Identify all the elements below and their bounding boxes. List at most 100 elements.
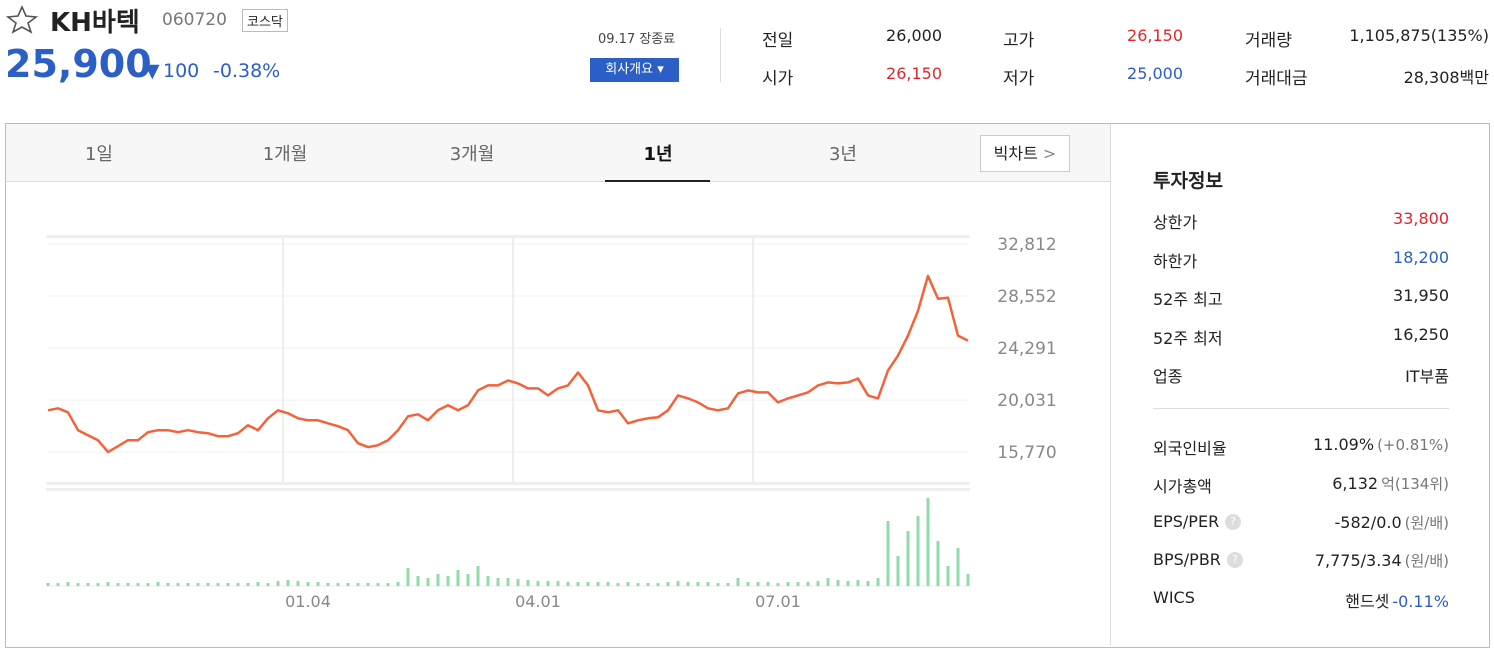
quote-value: 26,150 [1127,26,1183,45]
invest-label: 하한가 [1153,251,1198,271]
y-tick-label: 15,770 [997,443,1056,463]
volume-bar [386,583,390,586]
stock-code: 060720 [162,10,227,30]
help-icon[interactable]: ? [1225,514,1242,531]
volume-bar [116,583,120,586]
invest-extra: 억(134위) [1381,475,1449,494]
invest-value: -582/0.0 [1334,512,1402,532]
quote-label: 거래대금 [1245,69,1308,89]
volume-bar [306,582,310,586]
volume-bar [456,570,460,586]
volume-bar [746,582,750,586]
invest-value: 11.09% [1313,435,1375,454]
volume-bar [356,583,360,586]
volume-bar [486,576,490,586]
chart-panel [5,123,1490,648]
invest-value: 6,132 [1332,474,1379,494]
volume-bar [226,583,230,586]
volume-bar [366,583,370,586]
volume-bar [576,582,580,586]
help-icon[interactable]: ? [1226,552,1243,569]
quote-value: 26,000 [886,26,942,45]
stock-name: KH바텍 [50,8,140,38]
quote-value: 26,150 [886,64,942,83]
tab-bar [6,124,1110,182]
volume-bar [286,580,290,586]
volume-bar [416,576,420,586]
price: 25,900 [5,42,152,86]
invest-label: 52주 최저 [1153,328,1223,348]
company-button[interactable]: 회사개요 ▾ [590,58,679,82]
volume-bar [326,583,330,586]
volume-bar [256,582,260,586]
invest-label: 52주 최고 [1153,290,1223,309]
volume-bar [446,576,450,586]
volume-bar [506,578,510,586]
volume-bar [726,583,730,586]
volume-bar [786,582,790,586]
quote-label: 시가 [762,69,794,89]
y-tick-label: 24,291 [997,339,1056,359]
volume-bar [936,541,940,586]
volume-bar [396,582,400,586]
volume-bar [866,581,870,586]
volume-bar [696,582,700,586]
volume-bar [516,579,520,586]
invest-extra: (원/배) [1404,513,1449,532]
quote-label: 고가 [1003,31,1035,51]
invest-extra: (+0.81%) [1377,436,1449,454]
volume-bar [296,581,300,586]
volume-bar [586,582,590,586]
volume-bar [546,581,550,586]
tab[interactable]: 3년 [828,144,857,165]
y-tick-label: 28,552 [997,287,1056,307]
quote-value: 28,308백만 [1403,68,1489,87]
volume-bar [616,583,620,586]
invest-value: 핸드셋 [1345,592,1390,612]
invest-value: 33,800 [1393,209,1449,228]
market-time: 09.17 장종료 [598,32,676,47]
tab[interactable]: 3개월 [449,144,495,165]
quote-value: 1,105,875(135%) [1349,26,1489,45]
volume-bar [676,581,680,586]
tab[interactable]: 1개월 [262,144,308,165]
volume-bar [176,583,180,586]
invest-label: 시가총액 [1153,477,1212,497]
volume-bar [196,583,200,586]
volume-bar [216,583,220,586]
volume-bar [316,582,320,586]
invest-value: 16,250 [1393,324,1449,344]
tab[interactable]: 1년 [643,144,673,165]
invest-label: 업종 [1153,367,1183,386]
volume-bar [736,578,740,586]
volume-bar [876,578,880,586]
volume-bar [806,582,810,586]
divider [720,28,721,82]
tab[interactable]: 1일 [84,144,113,165]
volume-bar [46,583,50,586]
volume-bar [526,580,530,586]
volume-bar [946,566,950,586]
volume-bar [636,583,640,586]
volume-bar [146,583,150,586]
big-chart-label: 빅차트 [993,144,1038,163]
invest-value: IT부품 [1405,367,1449,386]
volume-bar [836,580,840,586]
x-tick-label: 04.01 [515,592,561,611]
volume-bar [236,583,240,586]
volume-bar [916,516,920,586]
quote-label: 거래량 [1245,31,1292,51]
volume-bar [76,583,80,586]
invest-label: 상한가 [1153,213,1198,232]
volume-bar [346,583,350,586]
big-chart-button[interactable]: 빅차트 > [980,135,1070,172]
volume-bar [856,580,860,586]
invest-value: 18,200 [1393,247,1449,267]
invest-label: WICS [1153,588,1195,608]
y-tick-label: 32,812 [997,235,1056,255]
volume-bar [406,568,410,586]
volume-bar [796,582,800,586]
favorite-star[interactable] [6,4,38,34]
volume-bar [956,548,960,586]
